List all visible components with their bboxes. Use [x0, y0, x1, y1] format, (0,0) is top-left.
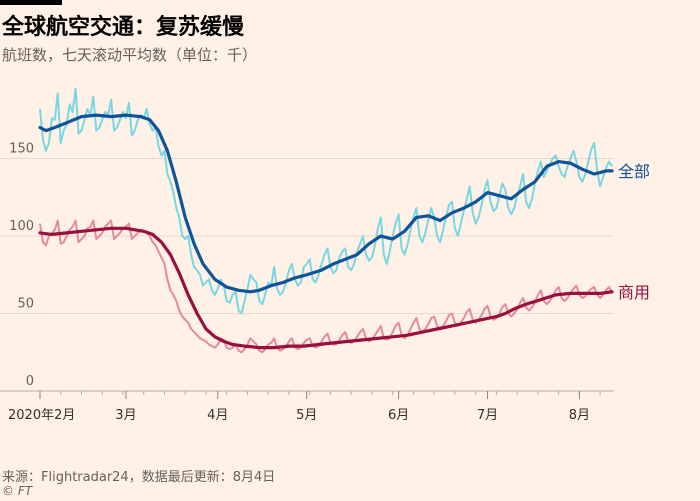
- ft-top-bar: [0, 0, 62, 5]
- series-daily: [39, 87, 613, 354]
- series-line-total-daily: [39, 87, 613, 315]
- chart-title: 全球航空交通：复苏缓慢: [2, 15, 245, 40]
- x-tick-label-2: 4月: [207, 408, 228, 423]
- x-axis: 2020年2月 3月 4月 5月 6月 7月 8月: [8, 391, 601, 423]
- x-tick-label-4: 6月: [388, 408, 409, 423]
- ft-logo: © FT: [2, 484, 33, 498]
- chart-subtitle: 航班数，七天滚动平均数（单位：千）: [2, 46, 258, 64]
- x-tick-label-0: 2020年2月: [8, 408, 75, 423]
- series-line-commercial-daily: [39, 219, 613, 354]
- series-line-total-rolling: [38, 113, 614, 294]
- y-tick-label-50: 50: [17, 297, 34, 312]
- y-tick-label-0: 0: [26, 374, 34, 389]
- x-tick-label-1: 3月: [115, 408, 136, 423]
- x-tick-label-3: 5月: [296, 408, 317, 423]
- y-tick-label-100: 100: [9, 219, 34, 234]
- x-tick-label-5: 7月: [477, 408, 498, 423]
- y-tick-label-150: 150: [9, 142, 34, 157]
- series-label-total: 全部: [618, 162, 650, 181]
- source-note: 来源：Flightradar24，数据最后更新：8月4日: [2, 470, 276, 485]
- series-label-commercial: 商用: [618, 283, 650, 302]
- series-rolling: [38, 113, 614, 350]
- x-tick-label-6: 8月: [569, 408, 590, 423]
- y-axis: 0 50 100 150: [9, 142, 34, 390]
- series-line-commercial-rolling: [38, 226, 614, 350]
